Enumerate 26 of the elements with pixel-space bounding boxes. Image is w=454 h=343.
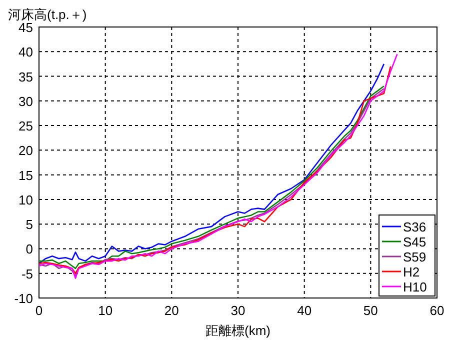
legend-label: S59: [403, 250, 426, 264]
legend-label: H2: [403, 264, 420, 280]
x-axis-title: 距離標(km): [206, 323, 270, 338]
x-tick-label: 0: [35, 303, 43, 318]
x-tick-label: 30: [230, 303, 246, 318]
y-tick-label: 25: [18, 118, 33, 134]
y-tick-label: 35: [18, 69, 33, 84]
x-tick-label: 50: [363, 303, 378, 318]
y-tick-label: 15: [18, 168, 33, 183]
y-tick-label: 10: [18, 192, 33, 208]
y-tick-label: 40: [18, 44, 33, 60]
x-tick-label: 40: [297, 303, 312, 318]
y-tick-label: 45: [18, 20, 33, 35]
y-tick-label: -5: [21, 266, 33, 282]
y-axis-title: 河床高(t.p.＋): [8, 7, 87, 22]
x-tick-label: 10: [98, 303, 113, 318]
y-tick-label: 20: [18, 143, 33, 158]
y-tick-label: -10: [14, 291, 33, 306]
legend-label: S45: [403, 234, 426, 250]
legend-label: S36: [403, 220, 426, 234]
y-tick-label: 0: [26, 242, 33, 257]
x-tick-label: 60: [430, 303, 444, 318]
y-tick-label: 5: [26, 217, 33, 232]
y-tick-label: 30: [18, 94, 33, 109]
legend-label: H10: [403, 280, 427, 294]
x-tick-label: 20: [164, 303, 179, 318]
